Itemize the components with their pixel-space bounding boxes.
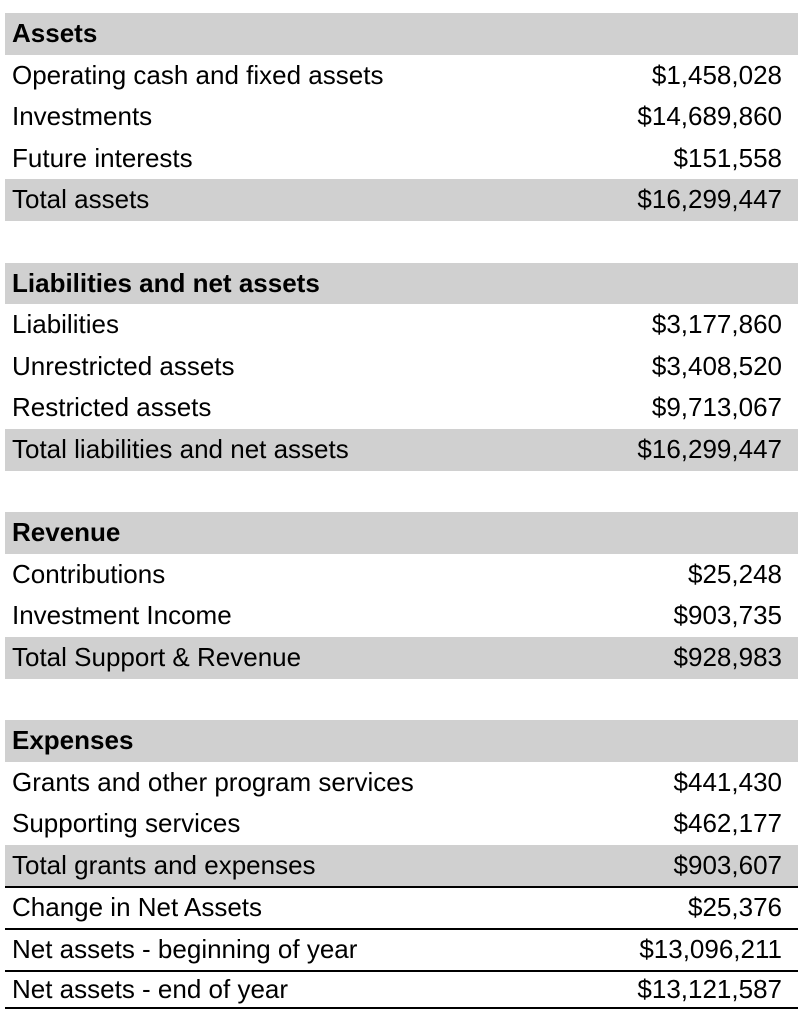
- summary-label: Change in Net Assets: [12, 892, 263, 923]
- table-row: Investment Income $903,735: [5, 595, 798, 637]
- table-row: Unrestricted assets $3,408,520: [5, 346, 798, 388]
- total-value: $903,607: [673, 849, 782, 880]
- row-value: $14,689,860: [637, 101, 782, 132]
- row-value: $441,430: [673, 766, 782, 797]
- row-value: $462,177: [673, 808, 782, 839]
- summary-row-net-assets-beginning: Net assets - beginning of year $13,096,2…: [5, 928, 798, 970]
- summary-value: $13,096,211: [639, 934, 782, 965]
- summary-label: Net assets - end of year: [12, 973, 289, 1004]
- row-value: $1,458,028: [651, 59, 782, 90]
- row-label: Supporting services: [12, 808, 241, 839]
- section-header-assets: Assets: [5, 13, 798, 55]
- total-value: $16,299,447: [637, 184, 782, 215]
- row-label: Investment Income: [12, 600, 232, 631]
- row-label: Unrestricted assets: [12, 350, 235, 381]
- table-row: Liabilities $3,177,860: [5, 304, 798, 346]
- summary-label: Net assets - beginning of year: [12, 934, 358, 965]
- row-label: Contributions: [12, 558, 166, 589]
- row-value: $151,558: [673, 142, 782, 173]
- summary-row-net-assets-end: Net assets - end of year $13,121,587: [5, 969, 798, 1009]
- section-header-revenue: Revenue: [5, 512, 798, 554]
- row-label: Liabilities: [12, 309, 119, 340]
- total-value: $928,983: [673, 641, 782, 672]
- table-row: Future interests $151,558: [5, 138, 798, 180]
- row-label: Grants and other program services: [12, 766, 414, 797]
- section-header-expenses: Expenses: [5, 720, 798, 762]
- table-row: Contributions $25,248: [5, 554, 798, 596]
- row-value: $9,713,067: [651, 392, 782, 423]
- total-label: Total assets: [12, 184, 150, 215]
- section-header-liabilities: Liabilities and net assets: [5, 262, 798, 305]
- total-row-assets: Total assets $16,299,447: [5, 179, 798, 221]
- section-header-label: Revenue: [12, 517, 121, 548]
- row-label: Future interests: [12, 142, 193, 173]
- summary-value: $25,376: [688, 892, 782, 923]
- row-value: $3,177,860: [651, 309, 782, 340]
- table-row: Investments $14,689,860: [5, 96, 798, 138]
- summary-value: $13,121,587: [637, 973, 782, 1004]
- section-spacer: [5, 221, 798, 263]
- total-label: Total liabilities and net assets: [12, 433, 349, 464]
- total-label: Total grants and expenses: [12, 849, 316, 880]
- row-value: $903,735: [673, 600, 782, 631]
- total-label: Total Support & Revenue: [12, 641, 302, 672]
- table-row: Restricted assets $9,713,067: [5, 387, 798, 429]
- total-row-revenue: Total Support & Revenue $928,983: [5, 636, 798, 679]
- total-row-liabilities: Total liabilities and net assets $16,299…: [5, 428, 798, 471]
- table-row: Supporting services $462,177: [5, 803, 798, 845]
- section-header-label: Liabilities and net assets: [12, 267, 320, 298]
- total-value: $16,299,447: [637, 433, 782, 464]
- row-label: Investments: [12, 101, 153, 132]
- financial-summary-table: Assets Operating cash and fixed assets $…: [5, 13, 798, 1009]
- row-label: Operating cash and fixed assets: [12, 59, 384, 90]
- total-row-expenses: Total grants and expenses $903,607: [5, 844, 798, 887]
- row-value: $25,248: [688, 558, 782, 589]
- row-label: Restricted assets: [12, 392, 212, 423]
- table-row: Operating cash and fixed assets $1,458,0…: [5, 55, 798, 97]
- section-header-label: Expenses: [12, 725, 134, 756]
- section-header-label: Assets: [12, 18, 98, 48]
- row-value: $3,408,520: [651, 350, 782, 381]
- summary-row-change-in-net-assets: Change in Net Assets $25,376: [5, 886, 798, 928]
- table-row: Grants and other program services $441,4…: [5, 762, 798, 804]
- section-spacer: [5, 471, 798, 513]
- section-spacer: [5, 679, 798, 721]
